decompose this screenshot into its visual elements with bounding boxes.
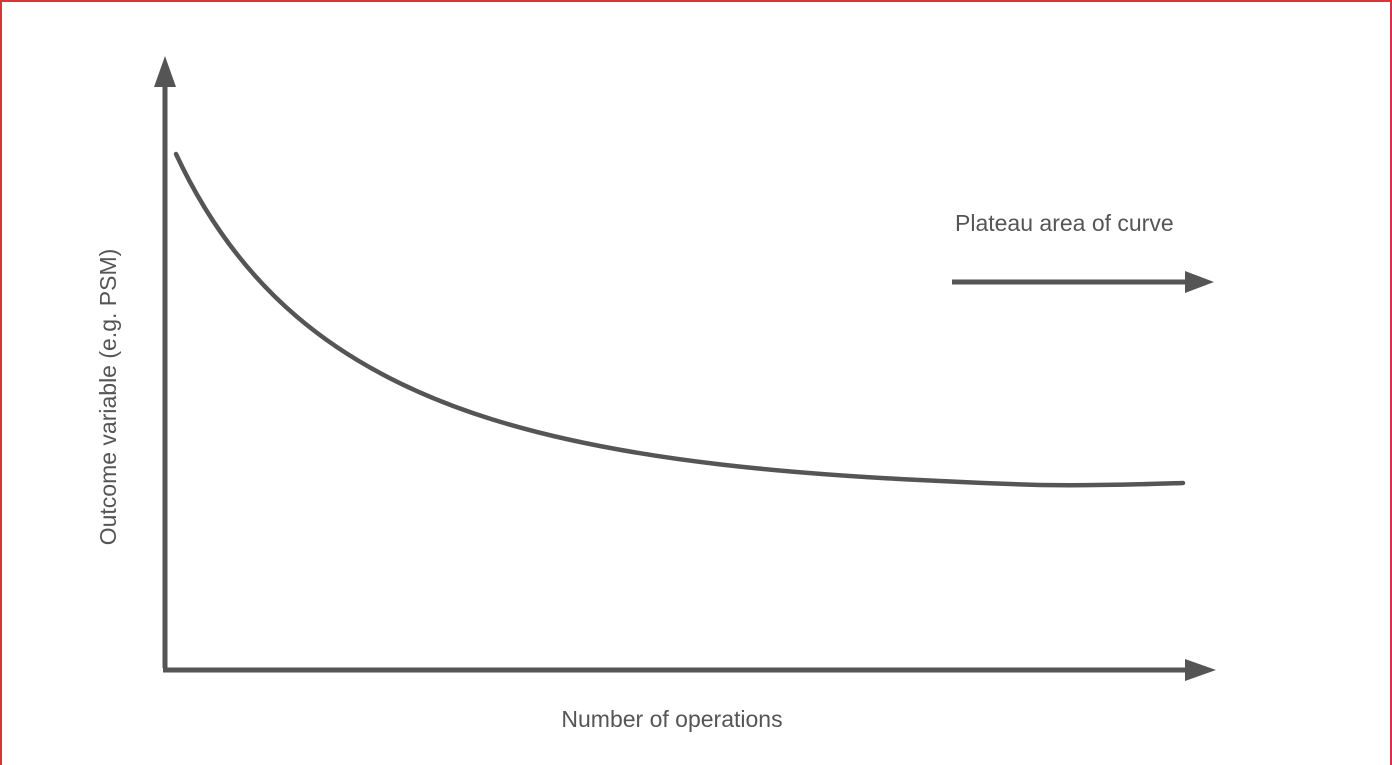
y-axis-arrowhead <box>154 56 176 87</box>
learning-curve-line <box>173 151 1186 488</box>
y-axis-label: Outcome variable (e.g. PSM) <box>95 249 121 546</box>
x-axis-arrowhead <box>1185 659 1216 681</box>
plateau-label: Plateau area of curve <box>955 210 1174 236</box>
x-axis-label: Number of operations <box>561 706 782 732</box>
plateau-arrowhead <box>1185 271 1214 293</box>
